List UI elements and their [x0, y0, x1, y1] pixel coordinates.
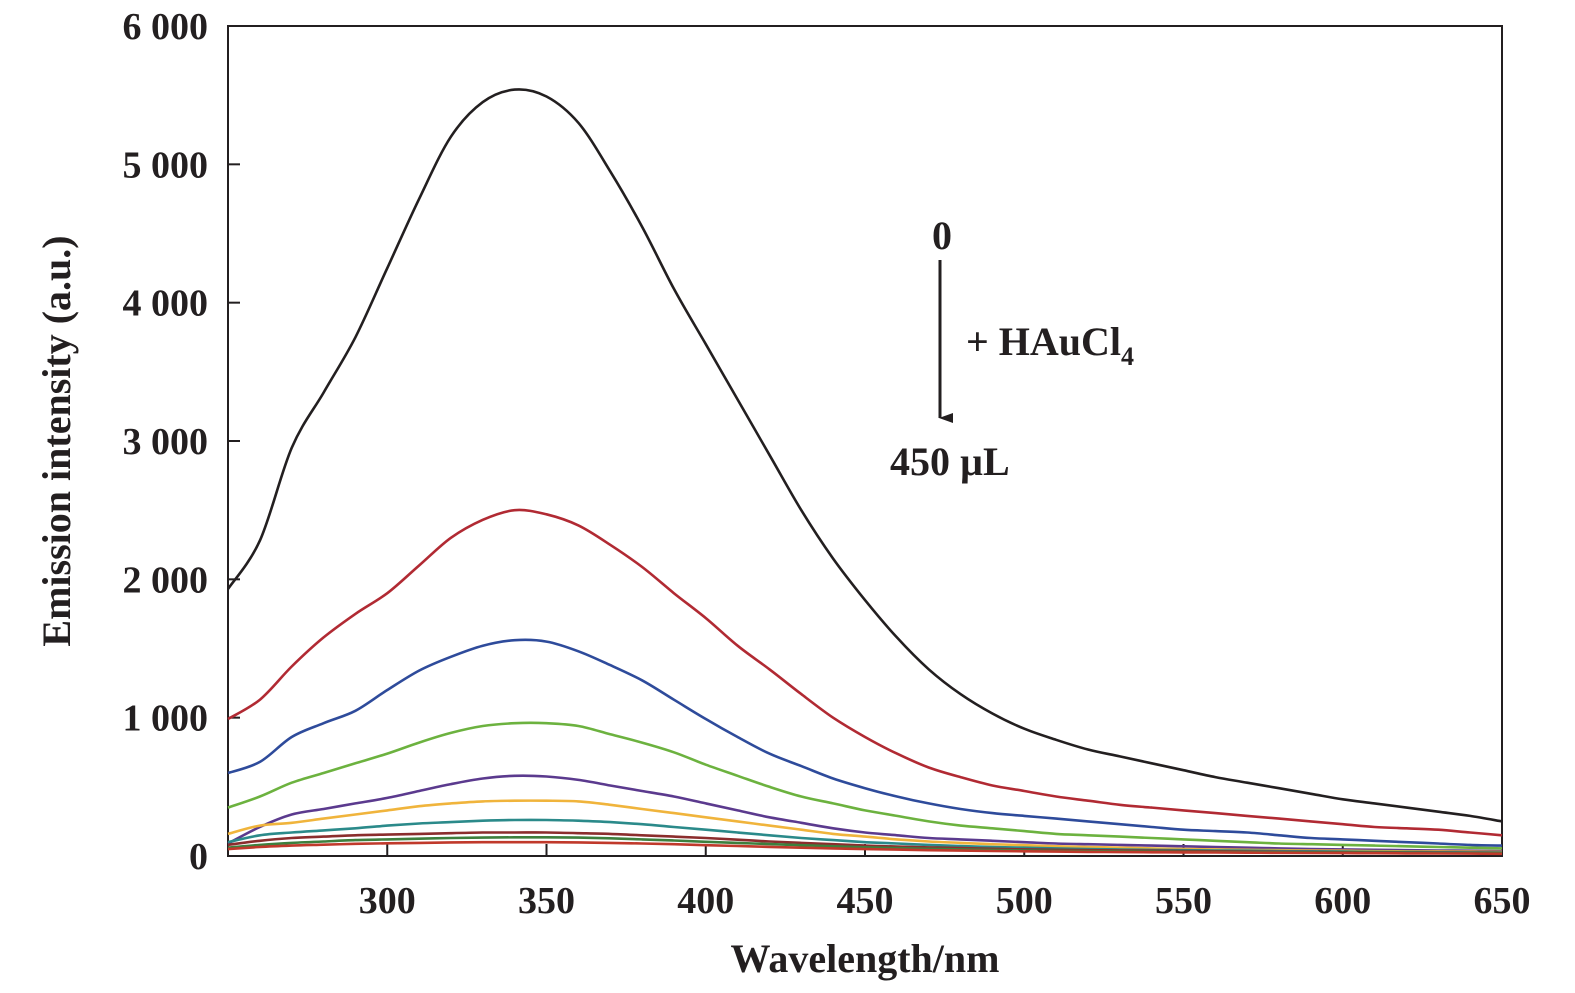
x-tick-label: 400 — [677, 880, 734, 922]
x-tick-label: 550 — [1155, 880, 1212, 922]
x-tick-label: 600 — [1314, 880, 1371, 922]
x-tick-label: 350 — [518, 880, 575, 922]
y-tick-label: 6 000 — [123, 6, 209, 48]
y-axis-title: Emission intensity (a.u.) — [34, 235, 79, 646]
x-tick-label: 500 — [996, 880, 1053, 922]
series-line-1 — [226, 88, 1503, 823]
x-tick-label: 300 — [359, 880, 416, 922]
x-tick-label: 450 — [837, 880, 894, 922]
y-axis-ticks: 0 1 000 2 000 3 000 4 000 5 000 6 000 — [123, 6, 240, 878]
y-tick-label: 4 000 — [123, 283, 209, 325]
series-line-3 — [227, 638, 1503, 847]
y-tick-label: 1 000 — [123, 698, 209, 740]
y-tick-label: 2 000 — [123, 559, 209, 601]
annotation-reagent-prefix: + HAuCl — [966, 319, 1121, 364]
plot-frame — [227, 25, 1503, 857]
x-axis-title: Wavelength/nm — [731, 936, 1000, 981]
annotation-reagent-label: + HAuCl4 — [966, 319, 1134, 371]
annotation-reagent-subscript: 4 — [1121, 342, 1134, 371]
y-tick-label: 0 — [189, 836, 208, 878]
series-line-2 — [227, 508, 1503, 837]
series-line-4 — [227, 721, 1503, 850]
x-axis-ticks: 300 350 400 450 500 550 600 650 — [359, 844, 1531, 922]
series-lines — [226, 88, 1503, 856]
series-line-10 — [227, 840, 1503, 856]
annotation-start-label: 0 — [932, 213, 952, 258]
annotation-end-label: 450 µL — [890, 439, 1010, 484]
x-tick-label: 650 — [1474, 880, 1531, 922]
series-line-5 — [227, 774, 1503, 853]
titration-annotation: 0 + HAuCl4 450 µL — [890, 213, 1134, 484]
y-tick-label: 5 000 — [123, 144, 209, 186]
y-tick-label: 3 000 — [123, 421, 209, 463]
